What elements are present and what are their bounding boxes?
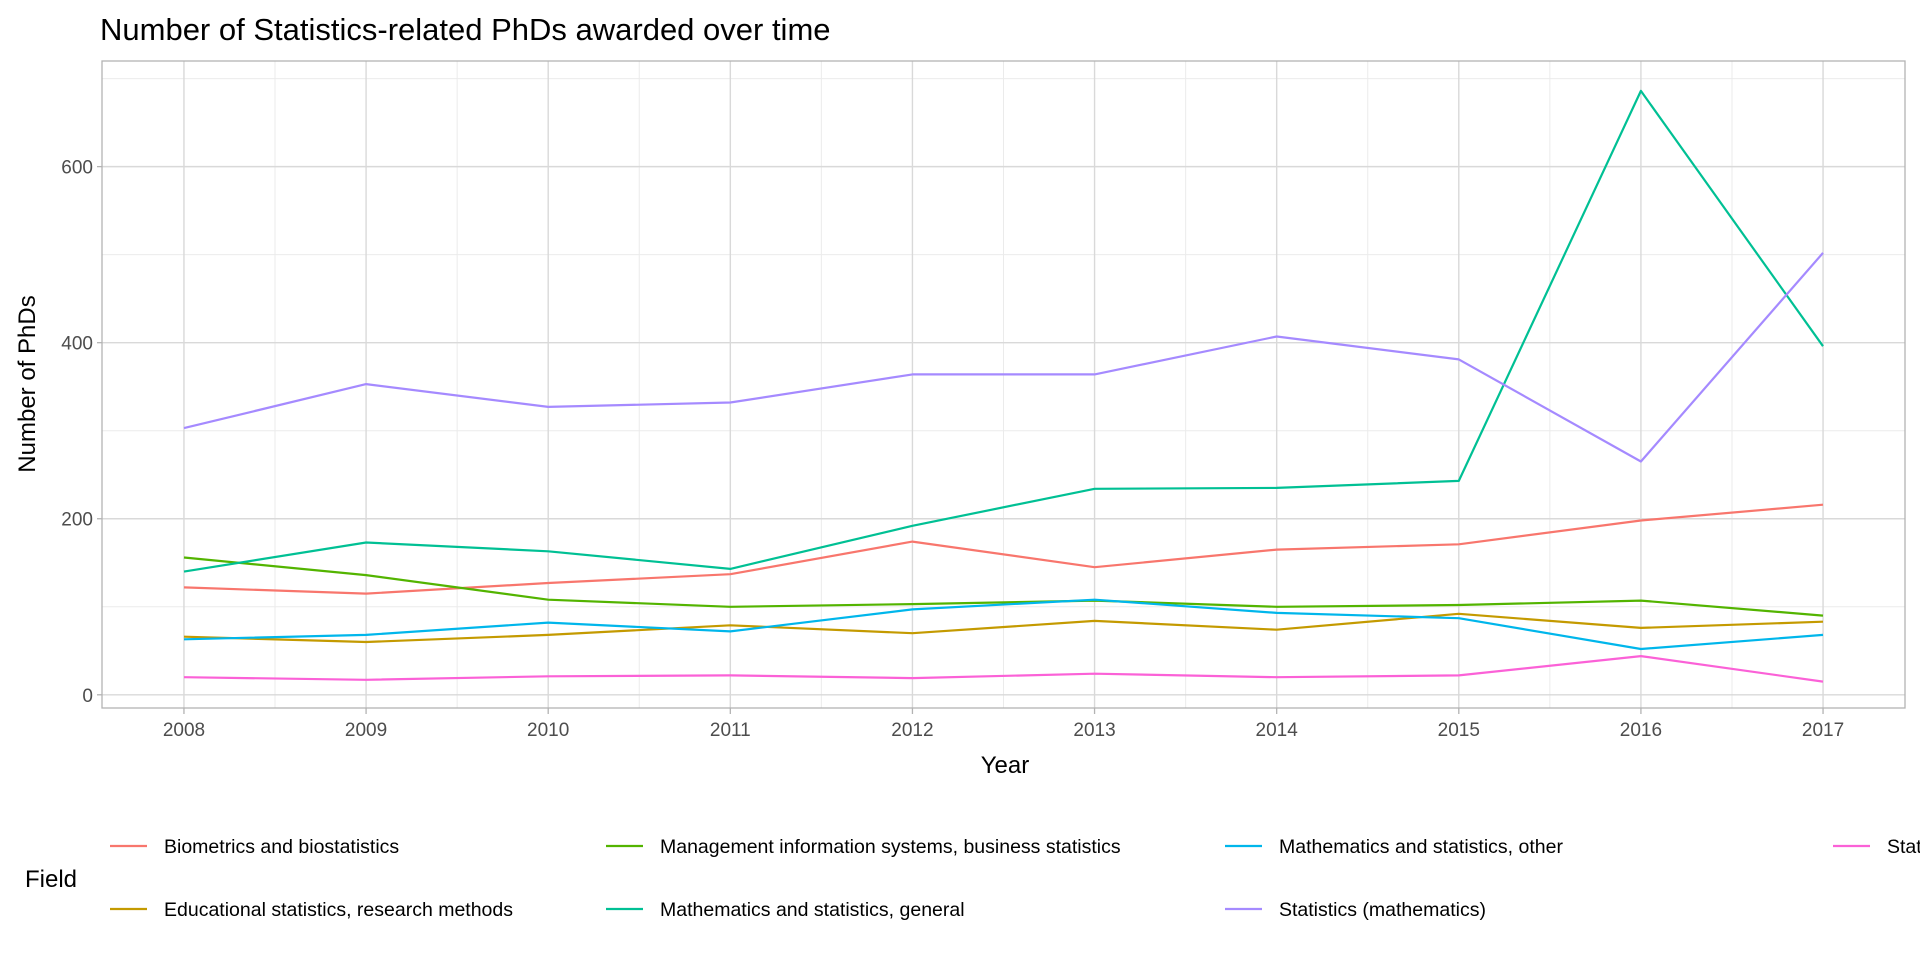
legend-item: Statistics (mathematics) — [1225, 899, 1486, 921]
series-line — [183, 252, 1824, 463]
y-tick-label: 400 — [61, 334, 93, 355]
legend-label: Statistics (social sciences) — [1887, 836, 1920, 858]
x-tick-label: 2016 — [1620, 720, 1662, 741]
series-line — [183, 654, 1824, 683]
legend-item: Management information systems, business… — [606, 836, 1121, 858]
legend-label: Management information systems, business… — [660, 836, 1121, 858]
series-line — [183, 612, 1824, 644]
legend-label: Biometrics and biostatistics — [164, 836, 399, 858]
series-line — [183, 598, 1824, 651]
chart-title: Number of Statistics-related PhDs awarde… — [100, 12, 831, 47]
x-tick-label: 2011 — [710, 720, 751, 741]
legend-item: Biometrics and biostatistics — [110, 836, 399, 858]
x-tick-label: 2010 — [527, 720, 569, 741]
y-axis-title: Number of PhDs — [14, 295, 41, 472]
series-line — [183, 556, 1824, 617]
x-tick-label: 2012 — [891, 720, 933, 741]
legend-item: Educational statistics, research methods — [110, 899, 513, 921]
y-tick-label: 200 — [61, 510, 93, 531]
x-tick-label: 2014 — [1256, 720, 1299, 741]
legend-title: Field — [25, 866, 77, 893]
x-tick-label: 2017 — [1802, 720, 1844, 741]
x-tick-label: 2015 — [1438, 720, 1480, 741]
x-axis-title: Year — [981, 752, 1030, 779]
series-line — [183, 89, 1824, 573]
legend-label: Statistics (mathematics) — [1279, 899, 1486, 921]
legend-label: Mathematics and statistics, general — [660, 899, 965, 921]
x-tick-label: 2009 — [345, 720, 387, 741]
legend-item: Statistics (social sciences) — [1833, 836, 1920, 858]
x-tick-label: 2013 — [1073, 720, 1115, 741]
y-tick-label: 600 — [61, 158, 93, 179]
plot-panel-border — [101, 60, 1906, 709]
legend-item: Mathematics and statistics, other — [1225, 836, 1563, 858]
x-tick-label: 2008 — [163, 720, 205, 741]
legend-label: Educational statistics, research methods — [164, 899, 513, 921]
y-tick-label: 0 — [82, 686, 93, 707]
legend-label: Mathematics and statistics, other — [1279, 836, 1563, 858]
legend-item: Mathematics and statistics, general — [606, 899, 965, 921]
